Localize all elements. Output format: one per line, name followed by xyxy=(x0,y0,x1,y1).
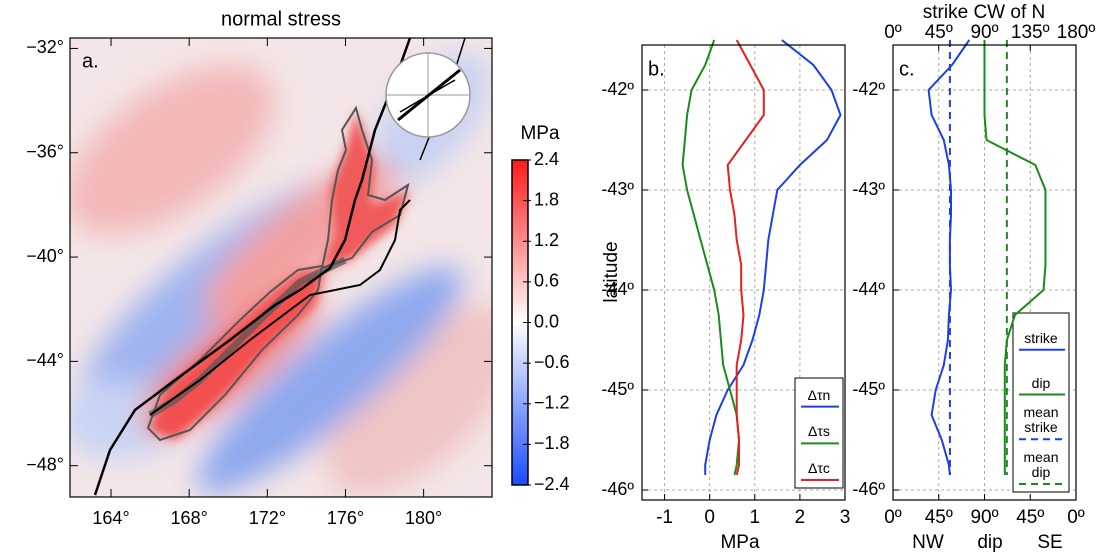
x-tick-label: -1 xyxy=(656,507,673,528)
x-tick-label: 90º xyxy=(970,507,998,528)
top-axis-title: strike CW of N xyxy=(923,2,1045,23)
legend-label: dip xyxy=(1013,360,1069,391)
x-tick-label: 164° xyxy=(92,508,129,528)
y-tick-label: -46º xyxy=(601,479,634,499)
legend-label: strike xyxy=(1013,315,1069,346)
x-tick-label: 0º xyxy=(1067,507,1085,528)
x-tick-label: 1 xyxy=(749,507,760,528)
x-axis-side-label: NW xyxy=(912,532,944,553)
legend-label: Δτs xyxy=(795,417,843,440)
y-tick-label: -43º xyxy=(601,179,634,199)
colorbar-tick-label: 0.6 xyxy=(534,271,559,291)
x-axis-title: dip xyxy=(977,532,1002,553)
legend-label-box: strike xyxy=(1013,315,1069,346)
data-line xyxy=(728,40,764,475)
top-tick-label: 135º xyxy=(1011,22,1050,43)
x-tick-label: 0 xyxy=(704,507,715,528)
y-tick-label: −44° xyxy=(26,350,64,370)
y-tick-label: −36° xyxy=(26,142,64,162)
colorbar-tick-label: −0.6 xyxy=(534,352,570,372)
colorbar-tick-label: −1.8 xyxy=(534,433,570,453)
colorbar-tick-label: 0.0 xyxy=(534,311,559,331)
data-line xyxy=(683,40,739,475)
x-tick-label: 168° xyxy=(171,508,208,528)
colorbar-tick-label: −2.4 xyxy=(534,474,570,494)
y-tick-label: -46º xyxy=(852,479,885,499)
legend-label-box: Δτn xyxy=(795,380,843,403)
y-tick-label: -43º xyxy=(852,179,885,199)
x-tick-label: 2 xyxy=(795,507,806,528)
legend-label-box: dip xyxy=(1013,360,1069,391)
colorbar-tick-label: 2.4 xyxy=(534,149,559,169)
top-tick-label: 180º xyxy=(1057,22,1096,43)
x-tick-label: 176° xyxy=(327,508,364,528)
top-tick-label: 90º xyxy=(970,22,998,43)
y-tick-label: -42º xyxy=(601,79,634,99)
x-tick-label: 172° xyxy=(249,508,286,528)
figure: normal stress a. MPa b. MPa latitude c. … xyxy=(0,0,1102,553)
x-tick-label: 45º xyxy=(1016,507,1044,528)
y-tick-label: −40° xyxy=(26,246,64,266)
map-title: normal stress xyxy=(221,8,341,30)
x-tick-label: 45º xyxy=(925,507,953,528)
panel-label: a. xyxy=(82,50,99,72)
y-tick-label: −32° xyxy=(26,37,64,57)
panel-label: c. xyxy=(899,58,915,80)
top-tick-label: 45º xyxy=(925,22,953,43)
x-axis-side-label: SE xyxy=(1037,532,1062,553)
legend-label-box: mean strike xyxy=(1013,405,1069,436)
x-tick-label: 3 xyxy=(840,507,851,528)
legend-label-box: Δτs xyxy=(795,417,843,440)
x-tick-label: 180° xyxy=(405,508,442,528)
legend-label: mean dip xyxy=(1013,449,1069,480)
x-tick-label: 0º xyxy=(884,507,902,528)
map-art xyxy=(37,32,547,527)
y-tick-label: -44º xyxy=(601,279,634,299)
y-tick-label: -44º xyxy=(852,279,885,299)
x-axis-title: MPa xyxy=(720,532,760,553)
legend-label: Δτn xyxy=(795,380,843,403)
panel-label: b. xyxy=(648,58,665,80)
y-tick-label: −48° xyxy=(26,454,64,474)
legend-label-box: mean dip xyxy=(1013,449,1069,480)
legend-label-box: Δτc xyxy=(795,453,843,476)
colorbar-title: MPa xyxy=(520,123,560,144)
colorbar-tick-label: 1.8 xyxy=(534,189,559,209)
y-tick-label: -42º xyxy=(852,79,885,99)
top-tick-label: 0º xyxy=(884,22,902,43)
legend-label: mean strike xyxy=(1013,405,1069,436)
y-tick-label: -45º xyxy=(852,379,885,399)
y-tick-label: -45º xyxy=(601,379,634,399)
legend-label: Δτc xyxy=(795,453,843,476)
colorbar-tick-label: −1.2 xyxy=(534,393,570,413)
colorbar-tick-label: 1.2 xyxy=(534,230,559,250)
